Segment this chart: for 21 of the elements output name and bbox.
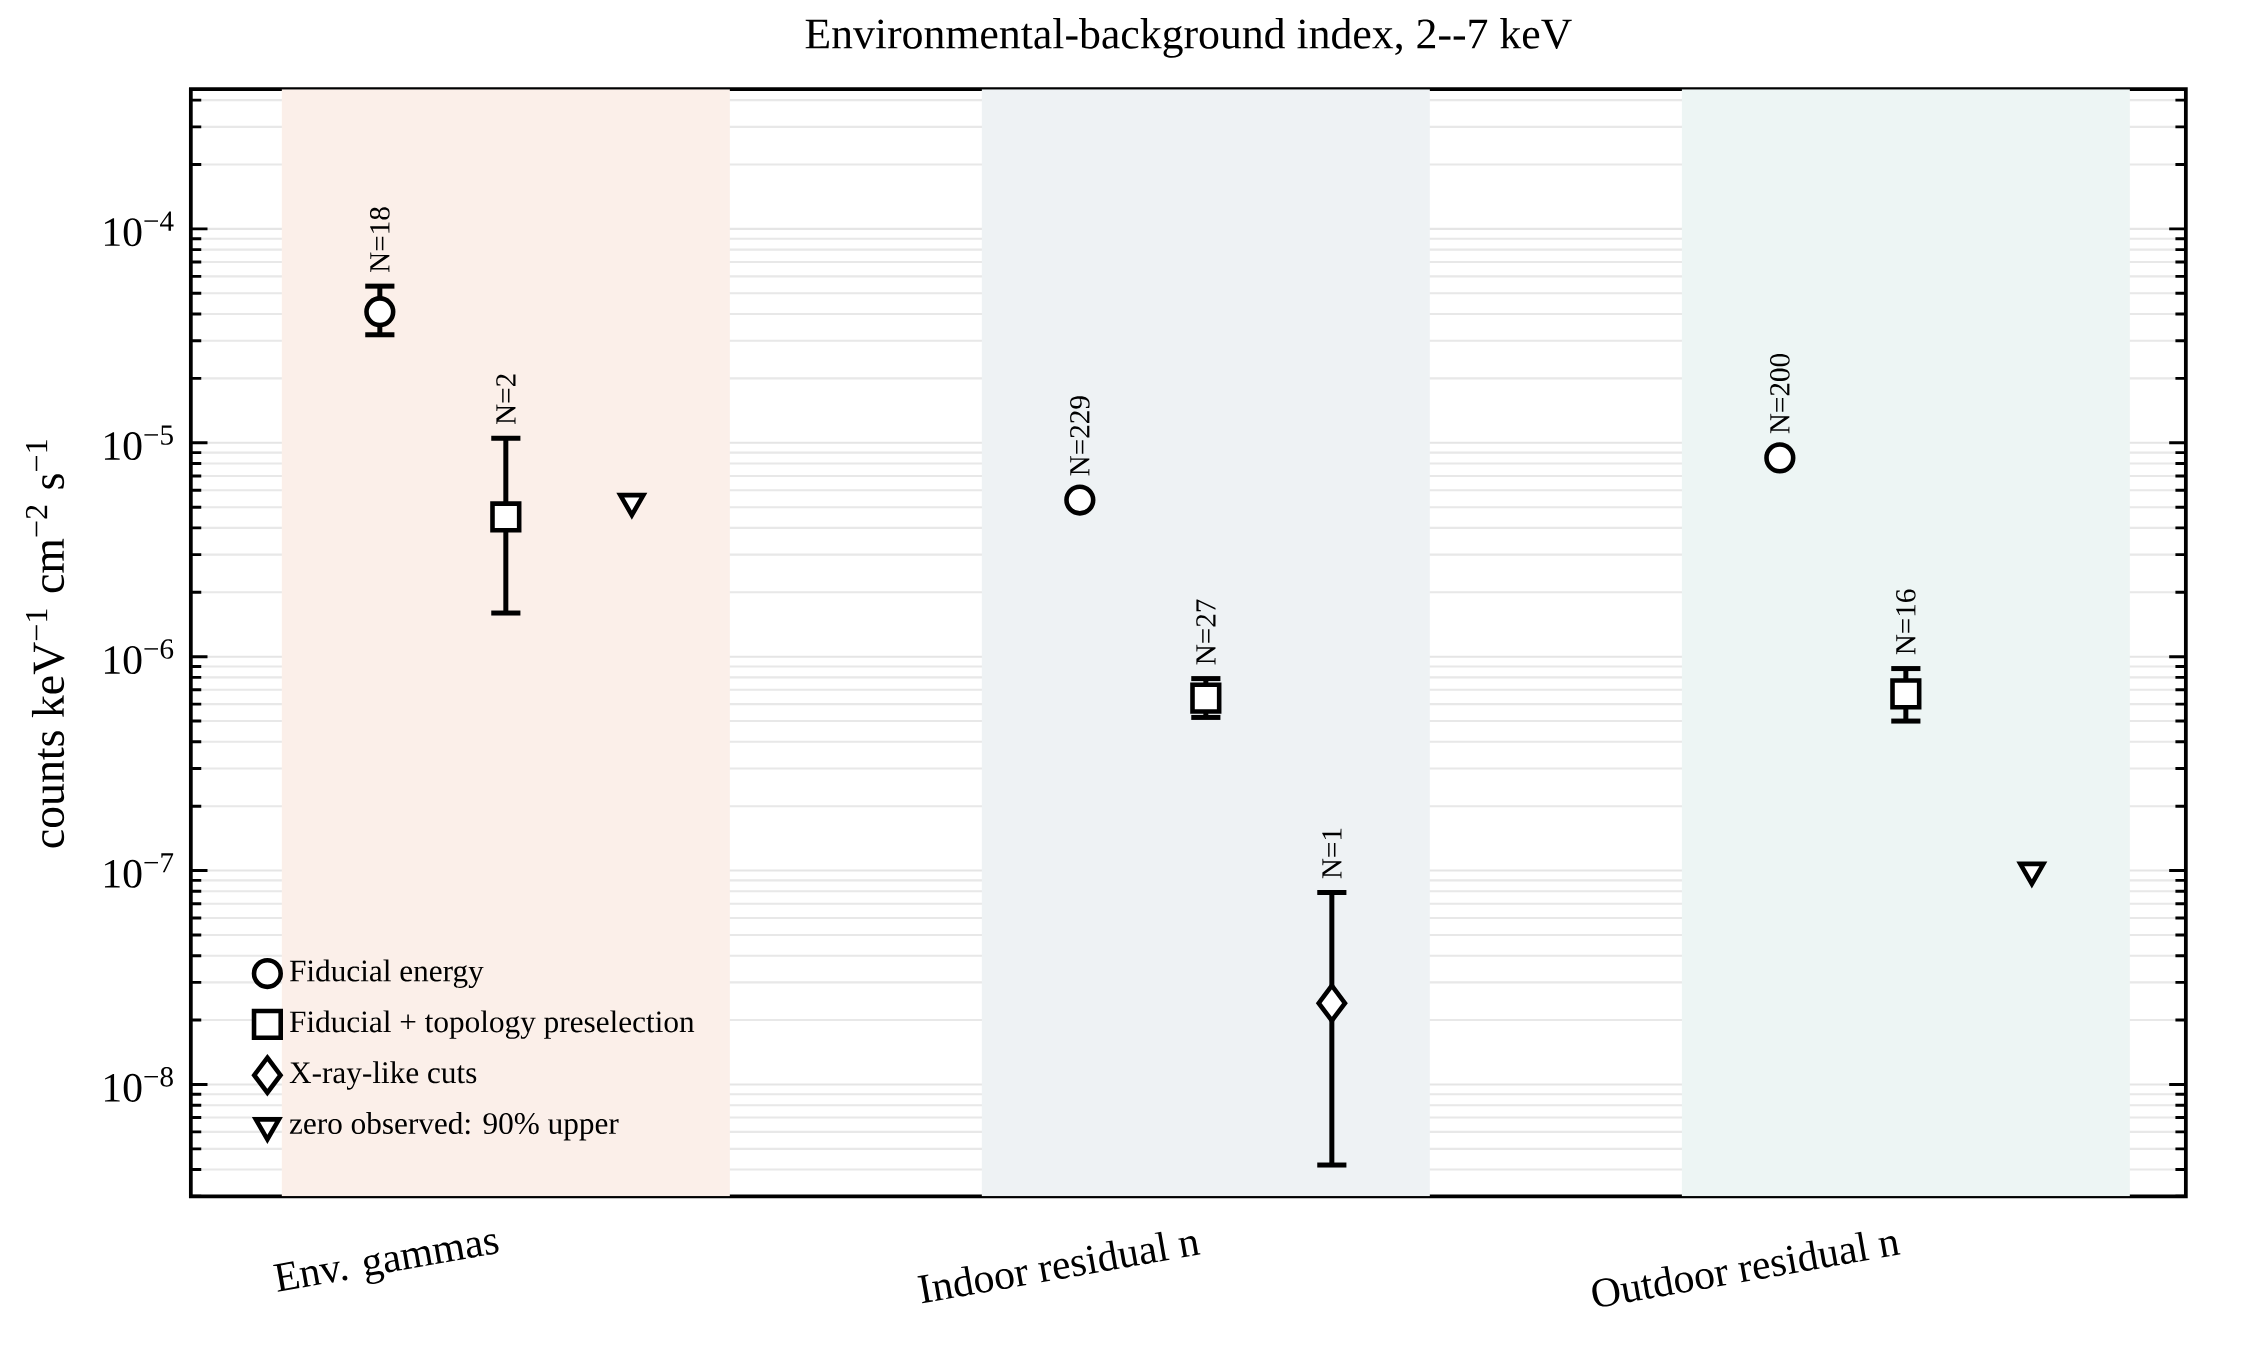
annotation: N=18	[369, 207, 390, 272]
chart-title: Environmental-background index, 2--7 keV	[805, 18, 1572, 58]
x-tick-label: Env. gammas	[273, 1234, 499, 1292]
legend-label: X-ray-like cuts	[289, 1061, 477, 1090]
annotation: N=27	[1196, 599, 1216, 665]
annotation: N=16	[1896, 589, 1916, 655]
annotation: N=1	[1322, 828, 1342, 879]
y-tick-label: 10$^{−7}$	[104, 853, 174, 888]
legend-label: zero observed: 90% upper	[289, 1112, 619, 1141]
annotation: N=2	[496, 374, 516, 425]
y-tick-label: 10$^{−6}$	[104, 639, 174, 675]
legend-label: Fiducial energy	[289, 959, 484, 988]
legend-label: Fiducial + topology preselection	[289, 1010, 695, 1039]
annotation: N=229	[1070, 396, 1090, 476]
y-tick-label: 10$^{−4}$	[104, 211, 174, 247]
annotation: N=200	[1769, 354, 1790, 434]
y-tick-label: 10$^{−8}$	[104, 1066, 173, 1102]
y-tick-label: 10$^{−5}$	[104, 425, 173, 461]
x-tick-label: Outdoor residual n	[1592, 1231, 1901, 1307]
x-tick-label: Indoor residual n	[917, 1231, 1201, 1304]
y-axis-title: counts keV$^{−1}$ cm$^{−2}$ s$^{−1}$	[25, 440, 65, 848]
